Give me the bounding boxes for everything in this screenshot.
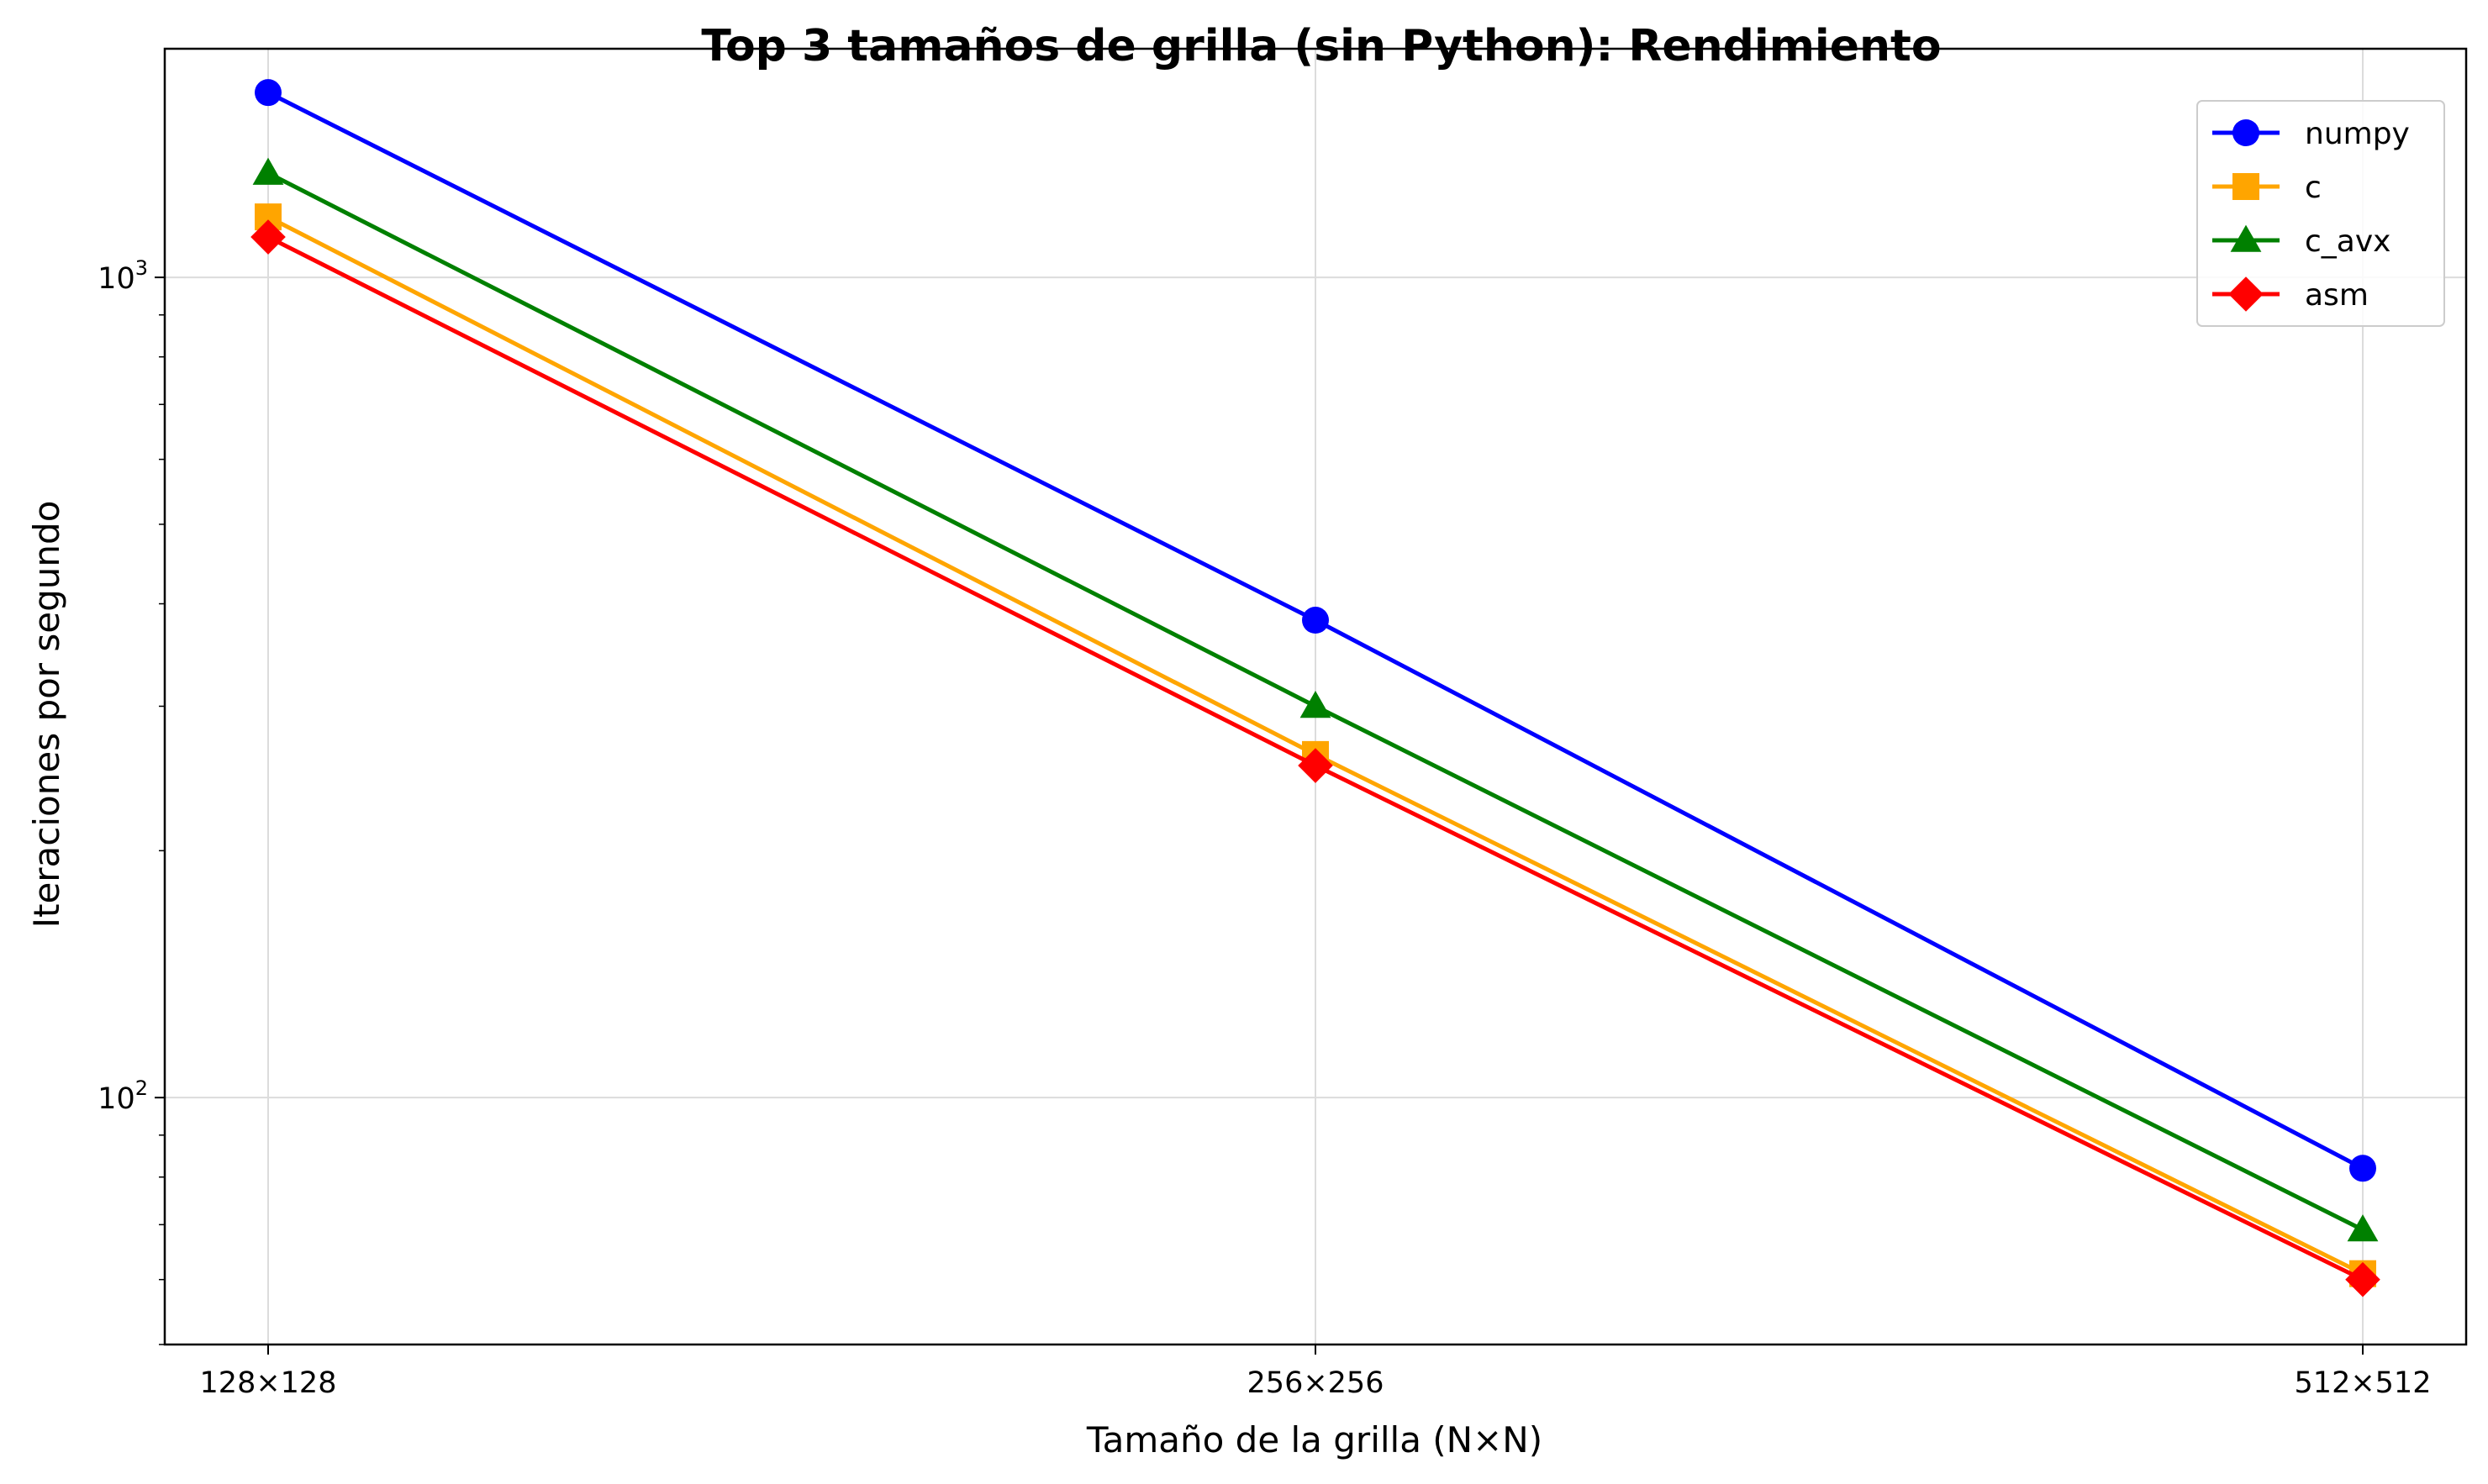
legend-item-c_avx: c_avx [2212,224,2390,259]
series-numpy [255,79,2376,1182]
legend-swatch-marker [2232,119,2259,146]
data-point [1298,748,1333,783]
data-point [250,219,286,255]
y-tick-label: 102 [98,1076,148,1116]
legend-label: c_avx [2305,224,2390,259]
data-point [255,79,282,107]
data-point [2345,1261,2380,1297]
data-point [252,157,284,185]
legend-item-asm: asm [2212,276,2369,313]
series-c_avx [252,157,2379,1242]
legend-box [2196,100,2445,327]
legend-label: c [2305,171,2322,205]
x-tick-label: 256×256 [1247,1366,1384,1400]
y-axis-label: Iteraciones por segundo [26,501,67,929]
series-layer [250,79,2380,1297]
data-point [1302,607,1329,634]
legend-item-numpy: numpy [2212,117,2410,151]
x-axis-label: Tamaño de la grilla (N×N) [1086,1419,1542,1460]
legend-item-c: c [2212,171,2322,205]
series-asm [250,219,2380,1297]
data-point [1299,691,1331,718]
axes: 128×128 256×256 512×512 102 103 [98,256,2431,1400]
legend-swatch-marker [2230,224,2262,252]
x-tick-label: 512×512 [2295,1366,2432,1400]
x-tick-label: 128×128 [200,1366,337,1400]
data-point [2349,1155,2376,1182]
legend-swatch-marker [2228,276,2264,312]
legend-label: asm [2305,278,2369,313]
data-point [2347,1214,2379,1242]
legend-label: numpy [2305,117,2410,151]
y-tick-label: 103 [98,256,148,296]
chart-title: Top 3 tamaños de grilla (sin Python): Re… [701,21,1941,71]
legend-swatch-marker [2232,173,2259,200]
